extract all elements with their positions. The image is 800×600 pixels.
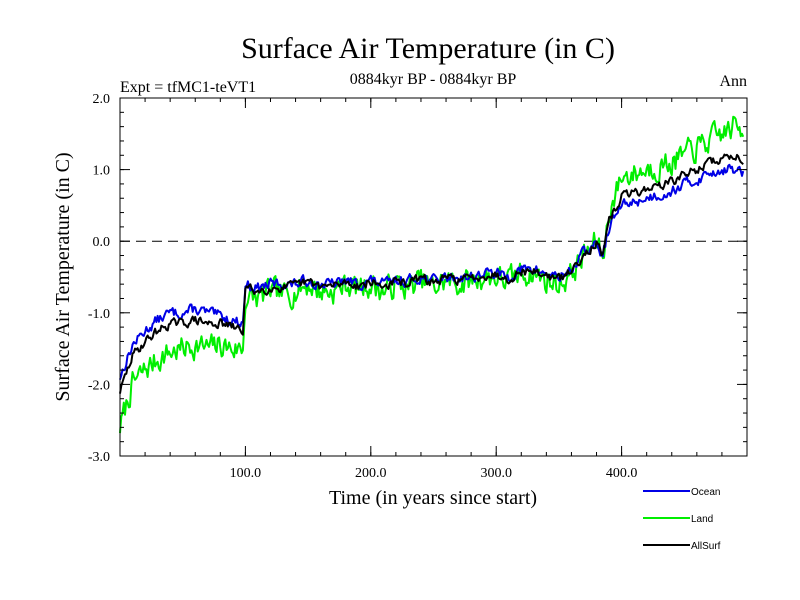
x-tick-label: 100.0 [230,466,262,481]
chart-subtitle: 0884kyr BP - 0884kyr BP [350,71,517,88]
series-line-allsurf [119,153,744,394]
y-axis-label: Surface Air Temperature (in C) [52,152,74,401]
legend: Ocean Land AllSurf [643,487,721,552]
y-tick-label: -2.0 [88,378,110,393]
season-label: Ann [719,73,747,90]
series-line-ocean [119,163,745,380]
x-tick-label: 400.0 [606,466,638,481]
legend-label-ocean: Ocean [691,487,720,498]
legend-label-allsurf: AllSurf [691,541,721,552]
x-tick-label: 200.0 [355,466,387,481]
x-tick-label: 300.0 [480,466,512,481]
chart-title: Surface Air Temperature (in C) [241,32,615,65]
axes-layer: -3.0 -2.0 -1.0 0.0 1.0 2.0 100.0 200.0 300.0 400.… [88,92,748,481]
series-layer [119,115,745,434]
y-tick-label: 1.0 [93,164,111,179]
y-tick-label: -1.0 [88,307,110,322]
y-tick-label: 0.0 [93,235,111,250]
experiment-label: Expt = tfMC1-teVT1 [120,79,256,96]
x-axis-label: Time (in years since start) [329,487,537,509]
y-tick-label: 2.0 [93,92,111,107]
legend-label-land: Land [691,514,713,525]
plot-frame [119,97,748,457]
y-tick-label: -3.0 [88,450,110,465]
